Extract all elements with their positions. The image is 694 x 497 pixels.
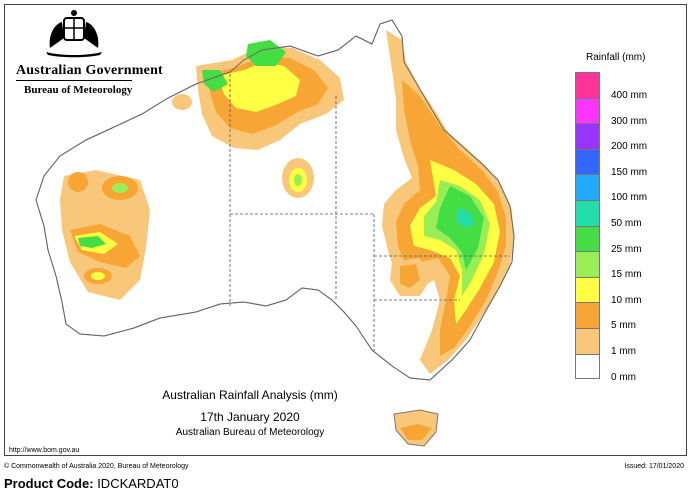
rain-north-10mm xyxy=(218,62,300,112)
legend-swatch xyxy=(575,225,600,252)
copyright-notice: © Commonwealth of Australia 2020, Bureau… xyxy=(4,463,189,470)
product-code-value: IDCKARDAT0 xyxy=(97,476,179,491)
legend-label: 0 mm xyxy=(611,371,636,383)
rain-north-25mm xyxy=(246,40,286,66)
rain-west-10mm-d xyxy=(91,272,105,280)
rain-se-5mm xyxy=(400,264,420,288)
map-title: Australian Rainfall Analysis (mm) xyxy=(162,388,338,402)
map-date: 17th January 2020 xyxy=(200,410,300,424)
rainfall-map xyxy=(35,19,515,447)
legend-swatch xyxy=(575,302,600,328)
legend-label: 10 mm xyxy=(611,294,642,306)
rain-east-50mm xyxy=(456,208,474,228)
legend-item: 150 mm xyxy=(575,148,675,178)
header-divider xyxy=(16,80,132,81)
issued-date: Issued: 17/01/2020 xyxy=(624,463,684,470)
legend-label: 100 mm xyxy=(611,192,648,204)
legend-item: 400 mm xyxy=(575,72,675,101)
legend-swatch xyxy=(575,251,600,277)
legend-swatch xyxy=(575,97,600,124)
state-borders xyxy=(229,74,510,352)
legend-label: 150 mm xyxy=(611,166,648,178)
website-link[interactable]: http://www.bom.gov.au xyxy=(9,447,80,454)
legend-item: 50 mm xyxy=(575,199,675,229)
legend-swatch xyxy=(575,276,600,303)
legend-swatch xyxy=(575,353,600,380)
legend-label: 15 mm xyxy=(611,269,642,281)
legend-swatch xyxy=(575,72,600,98)
legend-item: 100 mm xyxy=(575,174,675,204)
legend-title: Rainfall (mm) xyxy=(586,52,646,63)
rain-nw-1mm xyxy=(172,94,192,110)
rain-tas-5mm xyxy=(400,424,432,440)
government-title: Australian Government xyxy=(16,63,163,78)
rain-east-25mm xyxy=(436,186,484,270)
rain-west-25mm xyxy=(78,236,106,248)
legend-item: 0 mm xyxy=(575,353,675,383)
product-code: Product Code: IDCKARDAT0 xyxy=(4,476,179,491)
rain-west-15mm-b xyxy=(112,183,128,193)
legend-item: 10 mm xyxy=(575,276,675,306)
product-code-label: Product Code: xyxy=(4,476,94,491)
legend-item: 200 mm xyxy=(575,123,675,153)
legend-item: 1 mm xyxy=(575,327,675,357)
legend-item: 300 mm xyxy=(575,97,675,127)
bureau-name: Bureau of Meteorology xyxy=(24,84,133,96)
legend-swatch xyxy=(575,327,600,354)
legend-label: 300 mm xyxy=(611,115,648,127)
legend-item: 5 mm xyxy=(575,302,675,332)
legend-swatch xyxy=(575,148,600,175)
legend: 400 mm 300 mm 200 mm 150 mm 100 mm 50 mm 25 mm… xyxy=(575,72,675,383)
rain-west-5mm-c xyxy=(68,172,88,192)
legend-swatch xyxy=(575,123,600,149)
legend-label: 5 mm xyxy=(611,320,636,332)
map-source: Australian Bureau of Meteorology xyxy=(175,427,325,438)
coat-of-arms-logo xyxy=(46,10,102,58)
legend-label: 400 mm xyxy=(611,90,648,101)
legend-label: 1 mm xyxy=(611,345,636,357)
legend-label: 50 mm xyxy=(611,217,642,229)
legend-item: 15 mm xyxy=(575,251,675,281)
legend-label: 25 mm xyxy=(611,243,642,255)
legend-swatch xyxy=(575,174,600,200)
legend-item: 25 mm xyxy=(575,225,675,255)
legend-label: 200 mm xyxy=(611,141,648,153)
rain-central-25mm xyxy=(294,174,302,186)
legend-swatch xyxy=(575,199,600,226)
